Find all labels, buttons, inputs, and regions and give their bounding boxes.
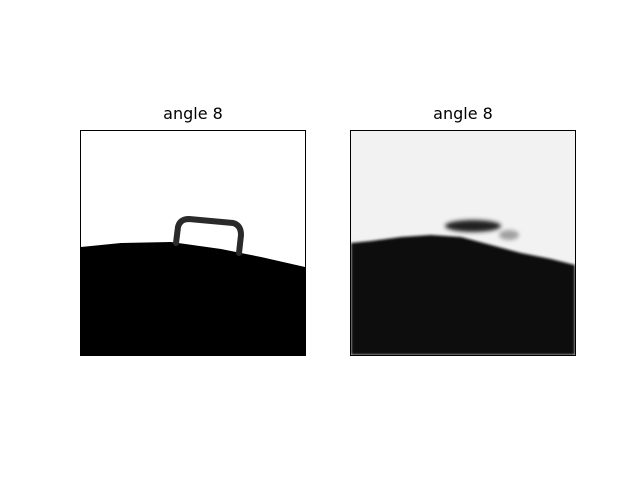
- left-handle-shape: [173, 216, 244, 256]
- right-image-svg: [351, 131, 575, 355]
- left-dark-region: [81, 242, 305, 355]
- right-dark-region: [351, 235, 575, 355]
- left-panel-image: [80, 130, 306, 356]
- right-panel-image: [350, 130, 576, 356]
- left-panel-title: angle 8: [163, 104, 223, 123]
- right-panel-title: angle 8: [433, 104, 493, 123]
- right-blob-shape: [445, 220, 501, 232]
- right-blob-tail: [499, 230, 519, 240]
- left-image-svg: [81, 131, 305, 355]
